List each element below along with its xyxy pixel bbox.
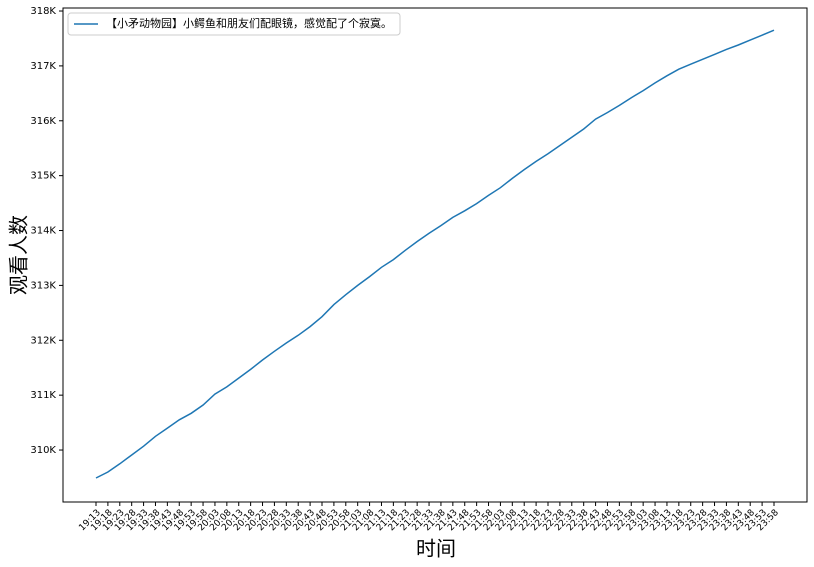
y-tick-label: 313K [30,280,56,291]
y-tick-label: 315K [30,171,56,182]
plot-frame [62,7,808,503]
y-tick-label: 310K [30,445,56,456]
y-axis-label: 观看人数 [7,215,31,295]
y-tick-label: 318K [30,6,56,17]
y-tick-label: 311K [30,390,56,401]
legend-label: 【小矛动物园】小鳄鱼和朋友们配眼镜，感觉配了个寂寞。 [106,16,392,30]
y-tick-label: 314K [30,226,56,237]
x-axis-label: 时间 [416,537,456,561]
legend-box [67,12,401,36]
data-line [95,29,775,479]
y-tick-label: 312K [30,335,56,346]
y-tick-label: 317K [30,61,56,72]
y-tick-label: 316K [30,116,56,127]
